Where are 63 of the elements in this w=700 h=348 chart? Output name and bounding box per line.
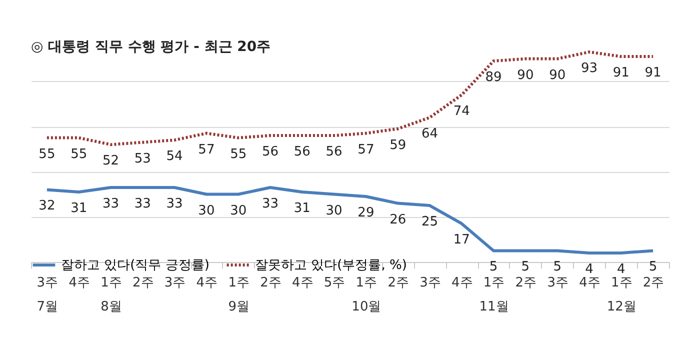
x-tick-label: 1주 11월 — [479, 276, 509, 314]
data-label: 33 — [134, 196, 151, 212]
data-label: 54 — [166, 149, 183, 164]
data-label: 29 — [358, 206, 374, 221]
data-label: 55 — [70, 146, 88, 162]
data-label: 90 — [517, 68, 534, 83]
x-tick-label: 4주 — [196, 276, 218, 290]
data-label: 33 — [102, 196, 120, 212]
x-tick-label: 2주 — [260, 276, 282, 290]
data-label: 52 — [102, 154, 120, 169]
data-label: 56 — [262, 144, 279, 160]
x-tick-label: 1주 9월 — [228, 276, 250, 314]
x-tick-label: 3주 — [164, 276, 186, 290]
data-label: 31 — [70, 201, 88, 216]
data-label: 55 — [38, 146, 56, 162]
data-label: 32 — [38, 198, 56, 214]
data-label: 89 — [485, 70, 502, 86]
data-label: 74 — [453, 104, 470, 119]
x-tick-label: 5주 — [324, 276, 346, 290]
data-label: 93 — [580, 61, 598, 76]
data-label: 53 — [134, 151, 151, 166]
data-label: 55 — [230, 146, 247, 162]
x-tick-label: 3주 — [420, 276, 441, 290]
x-tick-label: 2주 — [388, 276, 409, 290]
legend-label: 잘하고 있다(직무 긍정률) — [61, 258, 210, 273]
data-label: 30 — [230, 203, 247, 218]
data-label: 59 — [390, 138, 406, 153]
x-tick-label: 4주 — [292, 276, 314, 290]
data-label: 5 — [521, 260, 530, 275]
x-tick-label: 1주 10월 — [352, 276, 382, 314]
data-label: 17 — [453, 232, 470, 248]
data-label: 33 — [166, 196, 183, 212]
data-label: 56 — [294, 144, 310, 160]
data-label: 4 — [617, 262, 626, 277]
x-tick-label: 1주 12월 — [606, 276, 636, 314]
x-tick-label: 2주 — [642, 276, 664, 290]
data-label: 91 — [644, 66, 662, 81]
data-label: 90 — [549, 68, 566, 83]
data-label: 25 — [421, 214, 438, 230]
data-label: 5 — [489, 260, 498, 275]
data-label: 33 — [262, 196, 279, 212]
x-tick-label: 4주 — [452, 276, 473, 290]
data-label: 91 — [612, 66, 630, 81]
x-tick-label: 1주 8월 — [100, 276, 122, 314]
legend-label: 잘못하고 있다(부정률, %) — [255, 258, 407, 273]
data-label: 5 — [648, 260, 658, 275]
data-label: 64 — [421, 126, 438, 142]
data-label: 30 — [198, 203, 215, 218]
data-label: 57 — [198, 142, 215, 158]
data-label: 31 — [294, 201, 310, 216]
chart-title: ◎ 대통령 직무 수행 평가 - 최근 20주 — [31, 39, 271, 55]
data-label: 4 — [585, 262, 594, 277]
x-tick-label: 2주 — [132, 276, 154, 290]
x-tick-label: 3주 — [547, 276, 568, 290]
x-tick-label: 2주 — [515, 276, 537, 290]
x-tick-label: 4주 — [68, 276, 90, 290]
data-label: 56 — [326, 144, 342, 160]
data-label: 30 — [326, 203, 342, 218]
x-tick-label: 4주 — [579, 276, 600, 290]
data-label: 57 — [358, 142, 374, 158]
x-tick-label: 3주 7월 — [36, 276, 58, 314]
data-label: 26 — [390, 212, 406, 228]
data-label: 5 — [553, 260, 562, 275]
